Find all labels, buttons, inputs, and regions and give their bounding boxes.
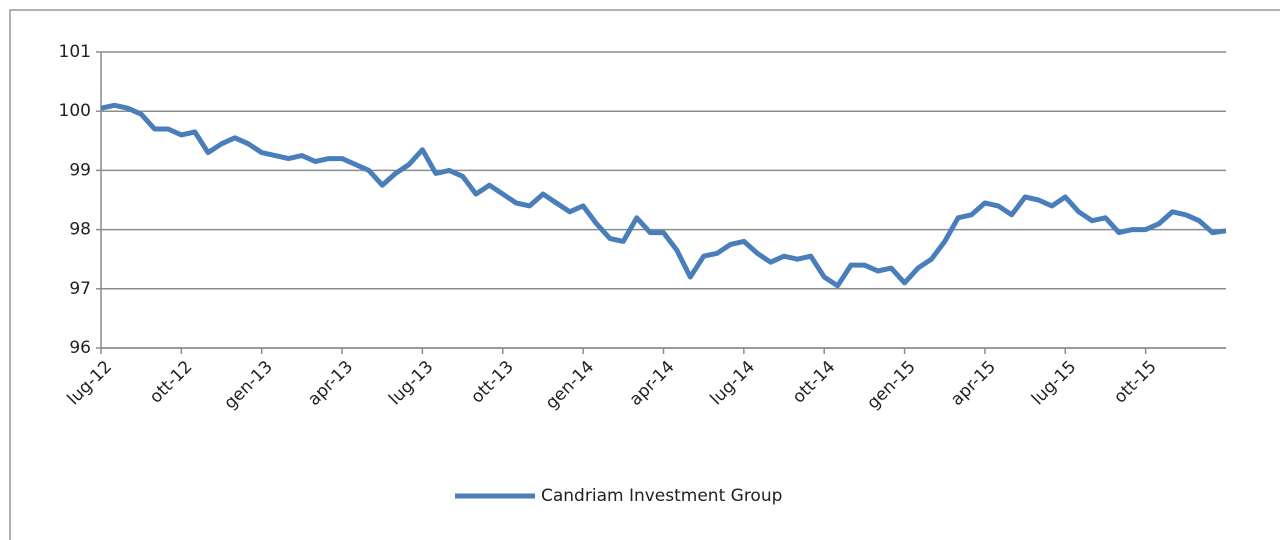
chart-frame: [9, 9, 1280, 540]
x-tick-label: gen-14: [542, 357, 598, 413]
x-tick-label: lug-13: [385, 357, 437, 409]
x-tick-label: lug-12: [64, 357, 116, 409]
x-tick-label: apr-13: [304, 357, 357, 410]
y-tick-label: 98: [69, 220, 91, 240]
y-tick-label: 101: [59, 42, 91, 62]
legend-label: Candriam Investment Group: [541, 486, 782, 506]
x-tick-label: ott-14: [789, 357, 840, 408]
x-tick-label: ott-12: [146, 357, 197, 408]
x-tick-label: apr-15: [947, 357, 1000, 410]
x-tick-label: lug-14: [707, 357, 759, 409]
y-tick-label: 97: [69, 279, 91, 299]
x-tick-label: apr-14: [626, 357, 679, 410]
x-tick-label: gen-13: [220, 357, 276, 413]
x-tick-label: gen-15: [863, 357, 919, 413]
y-tick-label: 99: [69, 160, 91, 180]
x-tick-label: ott-15: [1110, 357, 1161, 408]
y-tick-label: 100: [59, 101, 91, 121]
series-line: [100, 102, 1227, 289]
x-tick-label: ott-13: [467, 357, 518, 408]
x-tick-label: lug-15: [1028, 357, 1080, 409]
y-tick-label: 96: [69, 338, 91, 358]
